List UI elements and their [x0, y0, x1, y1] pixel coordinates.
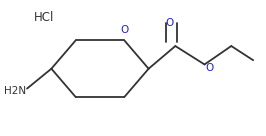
- Text: O: O: [206, 63, 214, 73]
- Text: O: O: [165, 18, 173, 28]
- Text: O: O: [120, 25, 128, 35]
- Text: H2N: H2N: [4, 86, 26, 96]
- Text: HCl: HCl: [34, 11, 55, 24]
